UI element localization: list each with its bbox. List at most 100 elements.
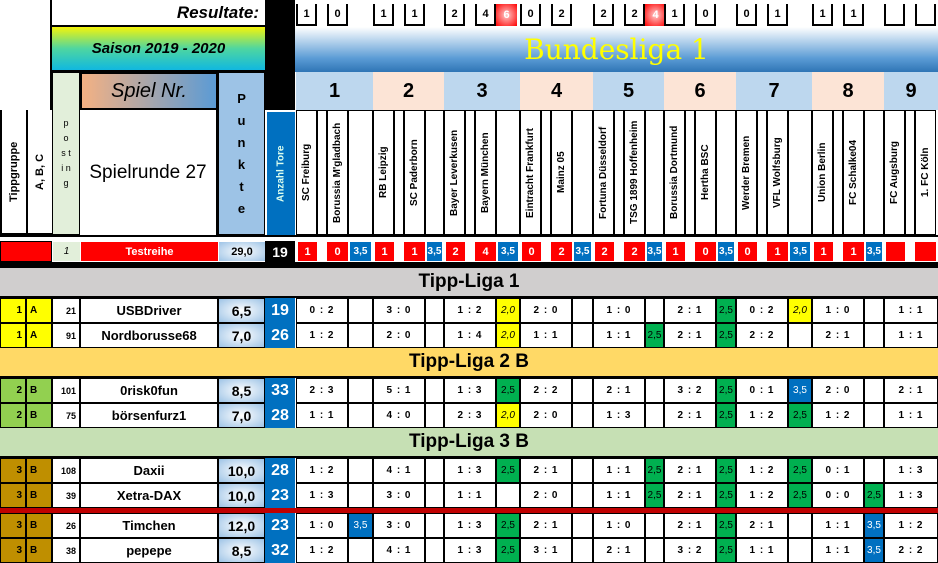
- player-name[interactable]: USBDriver: [80, 298, 218, 323]
- points-cell: 2,5: [864, 483, 884, 508]
- red-divider: [0, 508, 938, 513]
- points-cell: [425, 538, 444, 563]
- test-tip-away: 4: [475, 242, 496, 261]
- home-team: Bayer Leverkusen: [444, 110, 465, 235]
- home-team: FC Augsburg: [884, 110, 905, 235]
- test-tip-home: 2: [446, 242, 465, 261]
- points-cell: [788, 538, 812, 563]
- tip-cell: 1 : 1: [296, 403, 348, 428]
- points-cell: 2,5: [645, 483, 664, 508]
- points-col-head: [572, 110, 593, 235]
- result-away: 1: [767, 4, 788, 26]
- points-cell: 2,5: [496, 458, 520, 483]
- tip-cell: 0 : 0: [812, 483, 864, 508]
- home-team: Werder Bremen: [736, 110, 757, 235]
- league-title: Bundesliga 1: [295, 27, 938, 72]
- test-tip-home: 0: [522, 242, 541, 261]
- divider: [0, 235, 938, 237]
- team-sep: [465, 110, 475, 235]
- abc-cell: B: [26, 403, 52, 428]
- points-cell: [788, 513, 812, 538]
- posting-cell: 101: [52, 378, 80, 403]
- section-header: Tipp-Liga 1: [0, 268, 938, 298]
- away-team: Mainz 05: [551, 110, 572, 235]
- player-name[interactable]: Xetra-DAX: [80, 483, 218, 508]
- tip-cell: 1 : 3: [593, 403, 645, 428]
- points-cell: [348, 298, 373, 323]
- player-name[interactable]: Nordborusse68: [80, 323, 218, 348]
- match-number: 6: [664, 72, 736, 110]
- spiel-nr-label: Spiel Nr.: [80, 72, 218, 110]
- player-name[interactable]: pepepe: [80, 538, 218, 563]
- points-cell: [645, 298, 664, 323]
- tip-cell: 1 : 0: [812, 298, 864, 323]
- posting-cell: 91: [52, 323, 80, 348]
- posting-cell: 39: [52, 483, 80, 508]
- tip-cell: 2 : 1: [520, 458, 572, 483]
- tip-cell: 2 : 1: [812, 323, 864, 348]
- result-away: 0: [695, 4, 716, 26]
- test-points: 3,5: [427, 242, 442, 261]
- result-home: 1: [373, 4, 394, 26]
- tip-cell: 1 : 1: [884, 298, 938, 323]
- test-tore: 19: [265, 241, 295, 262]
- points-cell: [572, 458, 593, 483]
- result-away: 2: [551, 4, 572, 26]
- punkte-header: P u n k t e: [218, 72, 265, 235]
- points-cell: [348, 323, 373, 348]
- home-team: RB Leipzig: [373, 110, 394, 235]
- test-posting: 1: [53, 242, 80, 261]
- points-cell: [348, 538, 373, 563]
- posting-header: p o s t i n g: [52, 72, 80, 235]
- test-points: 3,5: [574, 242, 591, 261]
- test-tip-home: 1: [666, 242, 685, 261]
- player-name[interactable]: Daxii: [80, 458, 218, 483]
- tip-cell: 2 : 0: [520, 483, 572, 508]
- test-tip-home: 1: [298, 242, 317, 261]
- black-column: [265, 0, 295, 110]
- player-tore: 32: [265, 538, 295, 563]
- abc-cell: A: [26, 298, 52, 323]
- tippgruppe-cell: 1: [0, 298, 26, 323]
- spielrunde-label: Spielrunde 27: [80, 110, 218, 235]
- result-home: 1: [296, 4, 317, 26]
- away-team: VFL Wolfsburg: [767, 110, 788, 235]
- tip-cell: 0 : 2: [296, 298, 348, 323]
- resultate-label: Resultate:: [52, 0, 265, 27]
- tip-cell: 2 : 1: [736, 513, 788, 538]
- test-tip-away: 0: [327, 242, 348, 261]
- points-cell: [572, 483, 593, 508]
- home-team: Fortuna Düsseldorf: [593, 110, 614, 235]
- team-sep: [614, 110, 624, 235]
- tip-cell: 1 : 1: [884, 403, 938, 428]
- points-cell: [425, 403, 444, 428]
- match-number: 5: [593, 72, 664, 110]
- tip-cell: 2 : 0: [520, 403, 572, 428]
- tip-cell: 1 : 1: [593, 483, 645, 508]
- test-tip-away: 1: [404, 242, 425, 261]
- player-name[interactable]: 0risk0fun: [80, 378, 218, 403]
- tip-cell: 1 : 3: [444, 538, 496, 563]
- result-home: 1: [664, 4, 685, 26]
- tip-cell: 2 : 1: [884, 378, 938, 403]
- player-name[interactable]: Timchen: [80, 513, 218, 538]
- tip-cell: 0 : 2: [736, 298, 788, 323]
- player-punkte: 12,0: [218, 513, 265, 538]
- tip-cell: 1 : 3: [444, 458, 496, 483]
- result-home: 2: [444, 4, 465, 26]
- test-points: 3,5: [350, 242, 371, 261]
- points-cell: [572, 298, 593, 323]
- test-points: 3,5: [718, 242, 734, 261]
- home-team: SC Freiburg: [296, 110, 317, 235]
- tip-cell: 1 : 2: [296, 458, 348, 483]
- abc-cell: A: [26, 323, 52, 348]
- result-home: 2: [593, 4, 614, 26]
- player-tore: 28: [265, 403, 295, 428]
- result-home: [884, 4, 905, 26]
- points-cell: 2,5: [716, 538, 736, 563]
- player-name[interactable]: börsenfurz1: [80, 403, 218, 428]
- points-cell: [864, 403, 884, 428]
- player-punkte: 6,5: [218, 298, 265, 323]
- away-team: 1. FC Köln: [915, 110, 936, 235]
- tip-cell: 2 : 1: [664, 483, 716, 508]
